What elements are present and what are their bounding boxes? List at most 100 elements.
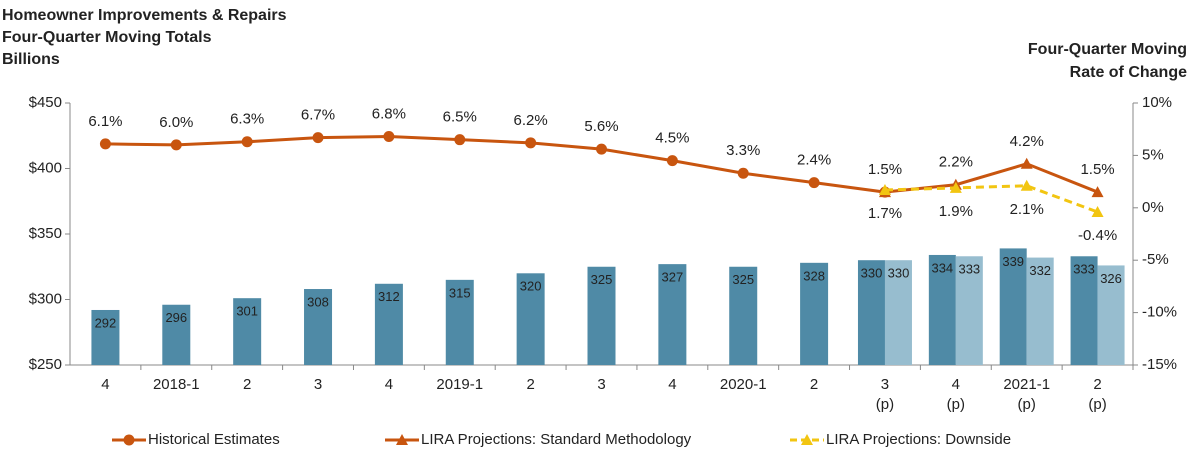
bar (516, 273, 545, 365)
x-tick-label: (p) (876, 396, 894, 413)
x-tick-label: 3 (881, 376, 889, 393)
x-tick-label: 2018-1 (153, 376, 200, 393)
line-point (1020, 157, 1033, 169)
legend-label: LIRA Projections: Standard Methodology (421, 431, 692, 448)
bar-label: 308 (307, 294, 329, 309)
data-label: 1.9% (939, 203, 973, 220)
data-label: 4.2% (1010, 133, 1044, 150)
data-label: 2.2% (939, 154, 973, 171)
line-point (596, 143, 607, 155)
bar-label: 332 (1029, 263, 1051, 278)
bar (999, 248, 1027, 365)
bar (1026, 257, 1054, 365)
data-label: 2.1% (1010, 201, 1044, 218)
chart-title: Homeowner Improvements & Repairs (2, 7, 287, 24)
bar (857, 260, 885, 365)
x-tick-label: 4 (385, 376, 393, 393)
y2-tick-label: 5% (1142, 146, 1164, 163)
bar (445, 279, 474, 365)
y2-tick-label: -15% (1142, 356, 1177, 373)
bar-label: 330 (888, 266, 910, 281)
line-point (808, 177, 820, 189)
data-label: -0.4% (1078, 227, 1117, 244)
chart-title: Four-Quarter Moving Totals (2, 29, 212, 46)
x-tick-label: (p) (1088, 396, 1106, 413)
bar (955, 256, 983, 365)
data-label: 6.0% (159, 114, 193, 131)
line-point (312, 132, 324, 144)
x-tick-label: 4 (952, 376, 960, 393)
x-tick-label: 2 (1093, 376, 1101, 393)
bar-label: 330 (861, 266, 883, 281)
y2-tick-label: -10% (1142, 304, 1177, 321)
legend-label: Historical Estimates (148, 431, 280, 448)
y-tick-label: $300 (29, 290, 62, 307)
bar-label: 334 (931, 260, 953, 275)
bar-label: 333 (958, 262, 980, 277)
x-tick-label: 3 (597, 376, 605, 393)
bar (91, 309, 120, 365)
y-tick-label: $250 (29, 356, 62, 373)
line-point (99, 138, 111, 150)
data-label: 5.6% (584, 118, 618, 135)
bar-label: 326 (1100, 271, 1122, 286)
line-point (1091, 205, 1104, 217)
line (884, 162, 1099, 194)
legend-marker (801, 434, 813, 445)
legend-marker (396, 434, 408, 445)
x-tick-label: 3 (314, 376, 322, 393)
line-point (949, 181, 962, 193)
legend-label: LIRA Projections: Downside (826, 431, 1011, 448)
data-label: 6.8% (372, 106, 406, 123)
bar (587, 266, 616, 365)
data-label: 6.7% (301, 107, 335, 124)
data-label: 1.5% (1080, 161, 1114, 178)
line-point (170, 139, 182, 151)
y2-axis-title: Four-Quarter Moving (1028, 41, 1187, 58)
data-label: 2.4% (797, 152, 831, 169)
x-tick-label: 2021-1 (1003, 376, 1050, 393)
bar (658, 264, 687, 365)
line (105, 135, 886, 194)
y2-axis-title: Rate of Change (1070, 64, 1187, 81)
bar (884, 260, 912, 365)
line (884, 184, 1099, 214)
data-label: 6.3% (230, 111, 264, 128)
y2-tick-label: 0% (1142, 199, 1164, 216)
bar-label: 301 (236, 304, 258, 319)
line-point (878, 183, 891, 195)
bar-label: 296 (165, 310, 187, 325)
bar (1070, 256, 1098, 365)
bar-label: 333 (1073, 262, 1095, 277)
bar (162, 304, 191, 365)
y-tick-label: $450 (29, 94, 62, 111)
bar (928, 254, 956, 365)
x-tick-label: 4 (101, 376, 109, 393)
line-point (454, 134, 466, 146)
bar (304, 289, 333, 365)
bar-label: 320 (520, 279, 542, 294)
line-point (241, 136, 253, 148)
line-point (666, 155, 678, 167)
bar (1097, 265, 1125, 365)
bar (374, 283, 403, 365)
y2-tick-label: -5% (1142, 251, 1169, 268)
data-label: 6.5% (443, 109, 477, 126)
line-point (737, 167, 749, 179)
x-tick-label: 2020-1 (720, 376, 767, 393)
x-tick-label: 2 (810, 376, 818, 393)
bar-label: 315 (449, 285, 471, 300)
chart-title: Billions (2, 51, 60, 68)
x-tick-label: 2 (526, 376, 534, 393)
bar-label: 339 (1002, 254, 1024, 269)
bar-label: 325 (591, 272, 613, 287)
data-label: 6.2% (514, 112, 548, 129)
bar-label: 327 (662, 270, 684, 285)
bar-label: 312 (378, 289, 400, 304)
bar (233, 298, 262, 365)
x-tick-label: 2 (243, 376, 251, 393)
bar (800, 262, 829, 365)
line-point (1020, 179, 1033, 191)
data-label: 4.5% (655, 130, 689, 147)
